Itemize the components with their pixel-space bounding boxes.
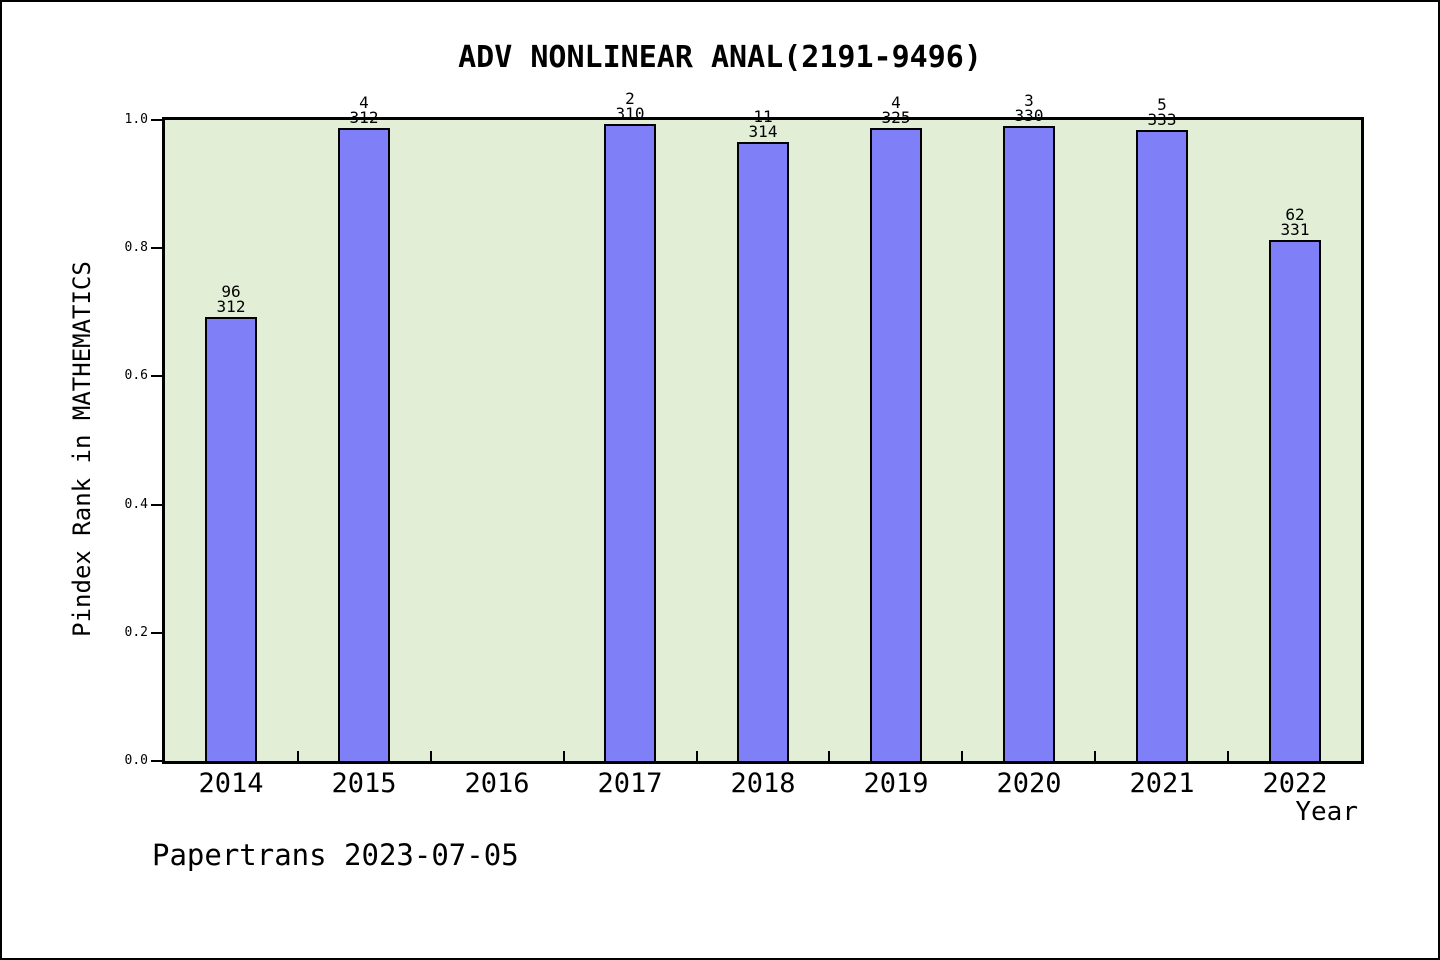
bar-label-total: 325 bbox=[881, 108, 911, 127]
bar-label-rank: 3 bbox=[1024, 91, 1034, 110]
x-tick-label-2022: 2022 bbox=[1262, 768, 1328, 799]
bar-2017 bbox=[604, 124, 656, 761]
bar-label-2020: 3 330 bbox=[1014, 91, 1044, 125]
footer-watermark: Papertrans 2023-07-05 bbox=[152, 838, 519, 872]
bar-label-rank: 2 bbox=[625, 89, 635, 108]
bar-label-rank: 96 bbox=[221, 282, 241, 301]
bar-label-rank: 5 bbox=[1157, 95, 1167, 114]
bar-2018 bbox=[737, 142, 789, 761]
x-tick-label-2015: 2015 bbox=[331, 768, 397, 799]
x-axis-minor-tick bbox=[696, 751, 698, 761]
bar-label-total: 333 bbox=[1147, 110, 1177, 129]
y-tick-mark-0.0 bbox=[151, 760, 162, 762]
bar-2022 bbox=[1269, 240, 1321, 761]
bar-label-total: 310 bbox=[615, 104, 645, 123]
bar-label-total: 312 bbox=[349, 108, 379, 127]
bar-label-2022: 62 331 bbox=[1280, 205, 1310, 239]
x-axis-minor-tick bbox=[430, 751, 432, 761]
bar-2019 bbox=[870, 128, 922, 761]
bar-label-total: 330 bbox=[1014, 106, 1044, 125]
bar-2015 bbox=[338, 128, 390, 761]
bar-label-2021: 5 333 bbox=[1147, 95, 1177, 129]
x-tick-label-2020: 2020 bbox=[996, 768, 1062, 799]
y-tick-label-1.0: 1.0 bbox=[124, 112, 148, 127]
x-axis-minor-tick bbox=[297, 751, 299, 761]
x-axis-label: Year bbox=[1295, 797, 1358, 827]
plot-area: 96 312 4 312 2 310 11 314 4 325 3 330 5 333 62 331 bbox=[162, 91, 1364, 764]
x-axis-minor-tick bbox=[828, 751, 830, 761]
bar-label-2018: 11 314 bbox=[748, 107, 778, 141]
bar-label-2015: 4 312 bbox=[349, 93, 379, 127]
y-tick-mark-0.4 bbox=[151, 504, 162, 506]
x-axis-minor-tick bbox=[1227, 751, 1229, 761]
x-axis-minor-tick bbox=[961, 751, 963, 761]
x-tick-label-2019: 2019 bbox=[863, 768, 929, 799]
bar-2021 bbox=[1136, 130, 1188, 761]
bar-2014 bbox=[205, 317, 257, 761]
bar-label-2017: 2 310 bbox=[615, 89, 645, 123]
bar-label-rank: 4 bbox=[359, 93, 369, 112]
x-axis-minor-tick bbox=[1094, 751, 1096, 761]
x-axis-minor-tick bbox=[563, 751, 565, 761]
bar-label-2014: 96 312 bbox=[216, 282, 246, 316]
y-tick-label-0.0: 0.0 bbox=[124, 753, 148, 768]
bar-label-2019: 4 325 bbox=[881, 93, 911, 127]
bar-label-rank: 62 bbox=[1285, 205, 1305, 224]
bar-2020 bbox=[1003, 126, 1055, 761]
bar-label-rank: 4 bbox=[891, 93, 901, 112]
y-tick-mark-1.0 bbox=[151, 119, 162, 121]
y-tick-mark-0.2 bbox=[151, 632, 162, 634]
x-tick-label-2018: 2018 bbox=[730, 768, 796, 799]
bar-label-total: 314 bbox=[748, 122, 778, 141]
bar-label-rank: 11 bbox=[753, 107, 773, 126]
y-tick-label-0.8: 0.8 bbox=[124, 240, 148, 255]
chart-title: ADV NONLINEAR ANAL(2191-9496) bbox=[458, 40, 982, 75]
y-tick-mark-0.6 bbox=[151, 375, 162, 377]
y-tick-mark-0.8 bbox=[151, 247, 162, 249]
x-tick-label-2014: 2014 bbox=[198, 768, 264, 799]
bar-label-total: 312 bbox=[216, 297, 246, 316]
y-tick-label-0.6: 0.6 bbox=[124, 368, 148, 383]
x-tick-label-2016: 2016 bbox=[464, 768, 530, 799]
bar-label-total: 331 bbox=[1280, 220, 1310, 239]
x-tick-label-2017: 2017 bbox=[597, 768, 663, 799]
x-tick-label-2021: 2021 bbox=[1129, 768, 1195, 799]
y-tick-label-0.4: 0.4 bbox=[124, 497, 148, 512]
y-tick-label-0.2: 0.2 bbox=[124, 625, 148, 640]
y-axis-label: Pindex Rank in MATHEMATICS bbox=[68, 261, 96, 637]
